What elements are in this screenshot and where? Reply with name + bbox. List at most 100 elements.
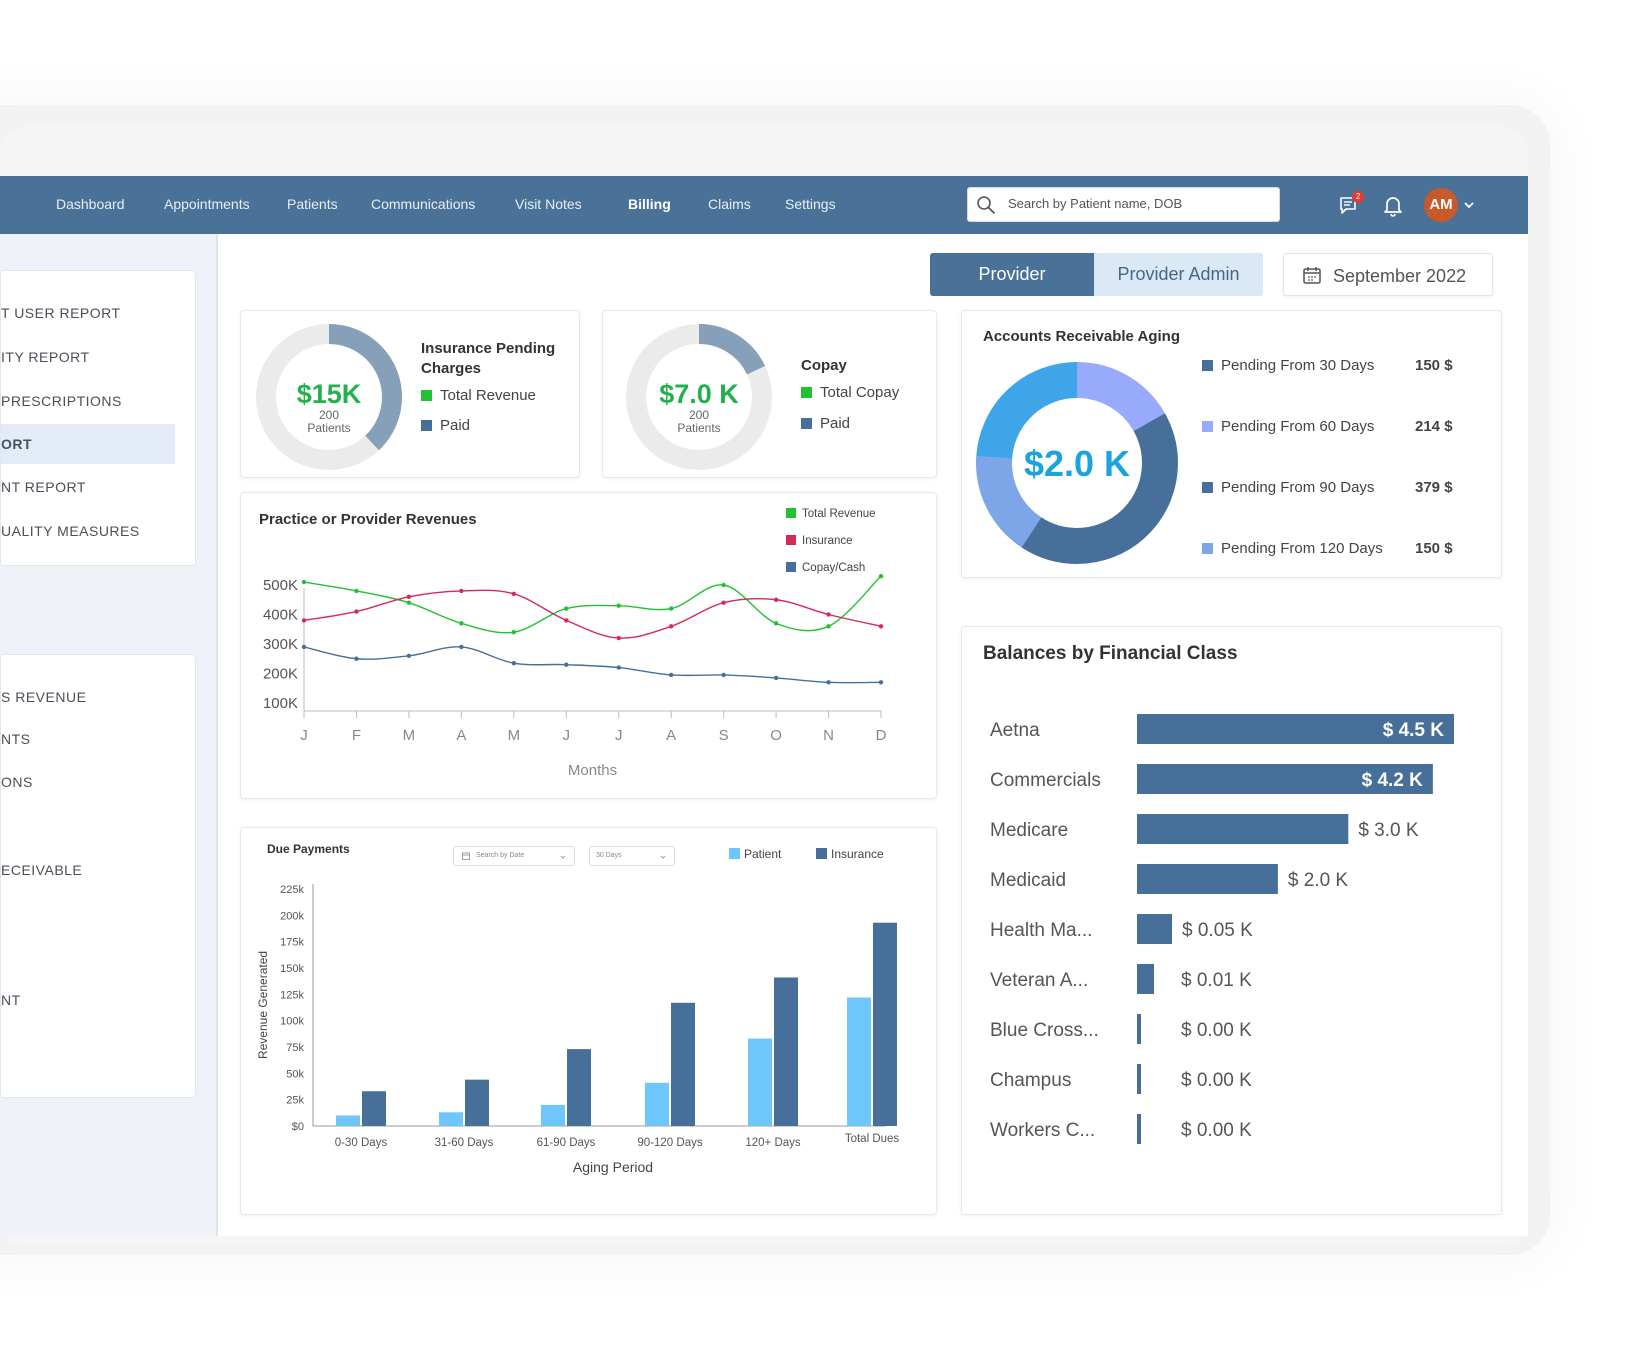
data-point xyxy=(721,600,726,605)
x-tick-label: 120+ Days xyxy=(745,1137,801,1149)
nav-billing[interactable]: Billing xyxy=(628,196,671,212)
month-picker-label: September 2022 xyxy=(1333,266,1467,286)
sidebar-item-statement[interactable]: NT xyxy=(1,992,21,1008)
legend-swatch xyxy=(786,508,796,518)
data-point xyxy=(668,672,674,678)
legend-label: Insurance xyxy=(831,847,884,861)
data-point xyxy=(406,600,412,605)
x-tick-label: 61-90 Days xyxy=(537,1137,596,1149)
balance-bar xyxy=(1137,1064,1141,1094)
due-payments-bar-chart: $0 25k 50k 75k 100k 125k 150k 175k 200k 225k Reven… xyxy=(256,847,899,1175)
x-tick-label: J xyxy=(563,727,571,744)
view-toggle: Provider Provider Admin xyxy=(930,253,1263,296)
legend-paid: Paid xyxy=(801,415,850,432)
sidebar-item-payments[interactable]: NTS xyxy=(1,731,31,747)
y-tick-label: 100k xyxy=(280,1016,304,1028)
notifications-button[interactable] xyxy=(1381,193,1405,217)
insurance-pending-value: $15K xyxy=(297,379,362,409)
legend-swatch xyxy=(1202,360,1213,371)
category-label: Champus xyxy=(990,1070,1071,1091)
days-filter-dropdown[interactable]: 30 Days xyxy=(589,846,675,866)
bar-patient xyxy=(645,1082,669,1126)
user-avatar[interactable]: AM xyxy=(1424,188,1458,222)
date-filter-dropdown[interactable]: Search by Date xyxy=(453,846,575,866)
y-axis-title: Revenue Generated xyxy=(256,951,270,1059)
sidebar-item-adjustments[interactable]: ONS xyxy=(1,774,33,790)
data-point xyxy=(773,621,779,626)
insurance-patient-label: Patients xyxy=(307,421,350,435)
ar-segment-pending-from-90-days xyxy=(976,362,1178,564)
calendar-icon xyxy=(1303,267,1321,284)
donut-paid-arc xyxy=(256,324,402,470)
messages-button[interactable]: 2 xyxy=(1338,191,1364,217)
category-label: Blue Cross... xyxy=(990,1020,1099,1041)
data-point xyxy=(773,597,779,602)
sidebar-item-activity-report[interactable]: ITY REPORT xyxy=(1,349,90,365)
copay-card: $7.0 K 200 Patients Copay Total Copay Pa… xyxy=(602,310,937,478)
bar-patient xyxy=(439,1112,463,1126)
legend-swatch xyxy=(786,535,796,545)
x-axis-title: Aging Period xyxy=(573,1159,653,1175)
y-tick-label: 75k xyxy=(286,1042,304,1054)
data-point xyxy=(354,609,359,614)
bar-value-label: $ 0.00 K xyxy=(1181,1070,1252,1091)
data-point xyxy=(459,644,464,650)
nav-visit-notes[interactable]: Visit Notes xyxy=(515,196,582,212)
series-line-copay-cash xyxy=(303,646,882,684)
search-input[interactable] xyxy=(1008,196,1268,211)
ar-legend-row: Pending From 90 Days xyxy=(1202,479,1374,496)
sidebar-item-quality-measures[interactable]: UALITY MEASURES xyxy=(1,523,140,539)
data-point xyxy=(354,588,359,594)
notification-badge: 2 xyxy=(1352,191,1364,203)
bar-insurance xyxy=(873,922,897,1126)
nav-dashboard[interactable]: Dashboard xyxy=(56,196,125,212)
data-point xyxy=(773,675,779,681)
date-filter-placeholder: Search by Date xyxy=(476,852,525,859)
nav-patients[interactable]: Patients xyxy=(287,196,338,212)
bar-value-label: $ 0.05 K xyxy=(1182,920,1253,941)
month-picker[interactable]: September 2022 xyxy=(1283,253,1493,296)
toggle-provider[interactable]: Provider xyxy=(930,253,1094,296)
sidebar-item-revenue[interactable]: S REVENUE xyxy=(1,689,87,705)
toggle-provider-admin[interactable]: Provider Admin xyxy=(1094,253,1263,296)
y-tick-label: 125k xyxy=(280,989,304,1001)
sidebar-item-user-report[interactable]: T USER REPORT xyxy=(1,305,121,321)
bar-insurance xyxy=(362,1091,386,1126)
y-tick-label: 200K xyxy=(263,666,298,683)
days-filter-value: 30 Days xyxy=(596,852,622,859)
y-tick-label: 25k xyxy=(286,1095,304,1107)
ar-aging-donut: $2.0 K xyxy=(976,362,1178,564)
x-tick-label: M xyxy=(403,727,416,744)
chevron-down-icon xyxy=(660,855,666,859)
ar-legend-value: 150 $ xyxy=(1415,357,1453,374)
nav-claims[interactable]: Claims xyxy=(708,196,751,212)
bar-insurance xyxy=(465,1079,489,1126)
sidebar-item-prescriptions[interactable]: PRESCRIPTIONS xyxy=(1,393,122,409)
legend-label: Paid xyxy=(440,417,471,434)
legend-swatch xyxy=(729,848,740,859)
sidebar-item-selected-report[interactable]: ORT xyxy=(1,424,175,464)
x-tick-label: J xyxy=(615,727,623,744)
chevron-down-icon[interactable] xyxy=(1462,198,1476,212)
sidebar-item-receivable[interactable]: ECEIVABLE xyxy=(1,862,83,878)
sidebar-item-patient-report[interactable]: NT REPORT xyxy=(1,479,86,495)
nav-settings[interactable]: Settings xyxy=(785,196,836,212)
data-point xyxy=(878,573,884,579)
calendar-icon xyxy=(462,852,470,860)
patient-search xyxy=(967,187,1280,222)
data-point xyxy=(668,606,674,611)
y-tick-label: 100K xyxy=(263,695,298,712)
app-window: Dashboard Appointments Patients Communic… xyxy=(0,176,1528,1236)
bar-value-label: $ 3.0 K xyxy=(1358,820,1419,841)
nav-communications[interactable]: Communications xyxy=(371,196,476,212)
insurance-pending-donut: $15K 200 Patients xyxy=(256,324,402,470)
nav-appointments[interactable]: Appointments xyxy=(164,196,250,212)
copay-patient-label: Patients xyxy=(677,421,720,435)
chevron-down-icon xyxy=(560,855,566,859)
balance-bar xyxy=(1137,964,1154,994)
ar-legend-label: Pending From 30 Days xyxy=(1221,357,1375,374)
y-tick-label: 175k xyxy=(280,937,304,949)
legend-swatch xyxy=(1202,543,1213,554)
y-tick-label: $0 xyxy=(292,1121,304,1133)
legend-label: Total Revenue xyxy=(440,387,536,404)
